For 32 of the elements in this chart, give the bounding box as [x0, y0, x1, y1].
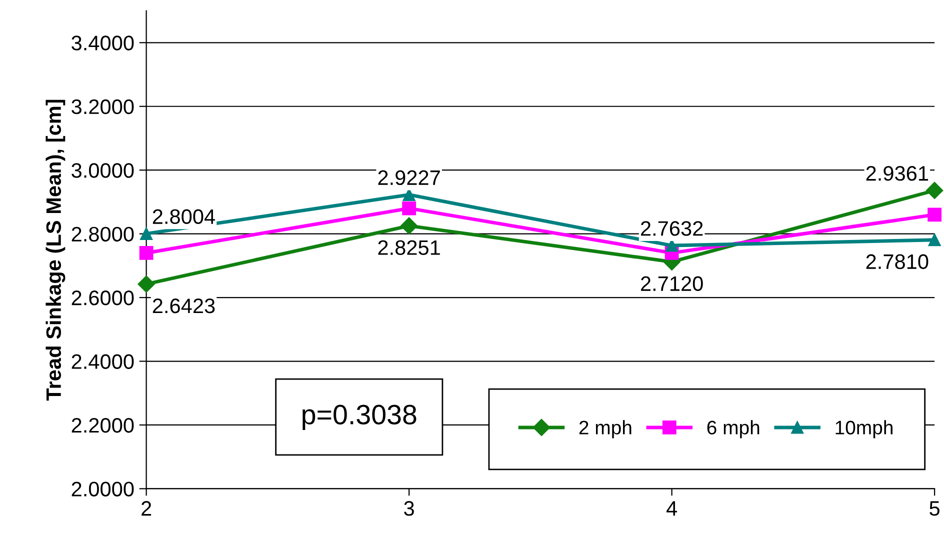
legend-label: 10mph [836, 420, 892, 438]
data-label: 2.8251 [378, 240, 440, 256]
y-tick-label: 2.2000 [72, 418, 134, 433]
point [138, 276, 155, 293]
point [926, 182, 944, 200]
legend-label: 6 mph [707, 420, 760, 438]
data-label: 2.9227 [378, 170, 440, 186]
y-tick-label: 3.4000 [72, 36, 134, 50]
y-axis-title: Tread Sinkage (LS Mean), [cm] [46, 100, 66, 401]
x-tick-label: 2 [142, 501, 152, 516]
point [928, 234, 941, 246]
point [928, 208, 942, 222]
data-label: 2.8004 [152, 209, 215, 224]
y-tick-label: 2.0000 [72, 482, 134, 496]
data-label: 2.6423 [152, 298, 215, 314]
x-tick-label: 3 [404, 501, 414, 516]
y-tick-label: 2.8000 [72, 226, 134, 242]
data-label: 2.7120 [641, 276, 703, 292]
annotation: p=0.3038 [302, 404, 416, 430]
point [400, 217, 418, 234]
data-label: 2.9361 [866, 166, 928, 181]
point [402, 201, 416, 216]
y-tick-label: 2.4000 [72, 354, 134, 370]
data-label: 2.7632 [641, 221, 703, 236]
point [139, 246, 154, 260]
y-tick-label: 2.6000 [72, 290, 134, 306]
data-label: 2.7810 [866, 254, 928, 270]
y-tick-label: 3.0000 [72, 163, 134, 178]
x-tick-label: 5 [930, 501, 940, 516]
legend-label: 2 mph [579, 420, 632, 438]
x-tick-label: 4 [666, 501, 677, 516]
y-tick-label: 3.2000 [72, 99, 134, 114]
